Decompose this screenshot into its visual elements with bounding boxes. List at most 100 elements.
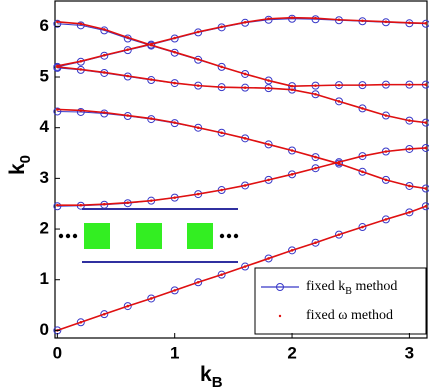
data-point (337, 233, 341, 236)
data-point (149, 199, 153, 202)
band-line (57, 23, 426, 87)
inset-dots (58, 233, 239, 239)
data-point (79, 320, 83, 324)
data-point (264, 175, 273, 184)
data-point (421, 202, 429, 211)
x-axis-label: kB (200, 363, 223, 389)
y-tick-label: 3 (40, 168, 49, 187)
data-point (126, 304, 130, 308)
legend-sub: B (345, 286, 352, 297)
data-point (149, 297, 153, 300)
data-point (102, 111, 106, 114)
inset-diagram (58, 208, 239, 263)
data-point (337, 100, 341, 103)
data-point (173, 81, 176, 85)
data-point (149, 117, 153, 120)
data-point (288, 146, 297, 155)
data-point (264, 140, 273, 149)
data-point (314, 84, 317, 87)
y-axis-label: k0 (6, 155, 34, 175)
data-point (264, 76, 273, 85)
data-point (173, 50, 176, 54)
data-point (196, 126, 200, 129)
data-point (384, 150, 388, 153)
data-point (267, 17, 270, 21)
legend-label: fixed kB method (306, 279, 397, 297)
data-point (241, 134, 250, 143)
data-point (314, 92, 317, 96)
y-tick-label: 5 (40, 66, 49, 85)
data-point (384, 178, 388, 182)
data-point (361, 154, 364, 158)
data-point (196, 84, 200, 87)
data-point (337, 18, 341, 22)
legend: fixed kB method fixed ω method (254, 267, 427, 335)
data-point (358, 167, 367, 176)
y-label-text: k (6, 163, 29, 175)
data-point (173, 121, 176, 124)
y-label-sub: 0 (17, 155, 34, 163)
x-tick-label: 2 (287, 343, 296, 362)
data-point (126, 36, 130, 39)
data-point (126, 114, 130, 117)
inset-square (84, 223, 110, 249)
data-point (311, 153, 320, 162)
inset-square (136, 223, 162, 249)
legend-box (254, 267, 427, 335)
data-point (102, 28, 106, 31)
data-point (288, 170, 297, 179)
data-point (102, 202, 106, 206)
data-point (56, 20, 59, 24)
data-point (53, 107, 62, 116)
data-point (267, 257, 270, 260)
data-point (220, 273, 223, 276)
data-point (361, 170, 364, 174)
data-point (241, 69, 250, 78)
data-point (126, 74, 130, 78)
data-point (102, 53, 106, 57)
data-point (53, 19, 62, 28)
data-point (196, 280, 200, 284)
data-point (267, 86, 270, 90)
data-point (424, 121, 428, 124)
data-point (123, 302, 132, 311)
data-point (196, 30, 200, 34)
data-point (267, 143, 270, 146)
data-point (314, 16, 317, 20)
data-point (56, 203, 59, 207)
data-point (243, 20, 247, 24)
x-tick-label: 3 (405, 343, 414, 362)
data-point (424, 187, 428, 190)
data-point (290, 88, 294, 91)
data-point (290, 16, 294, 20)
data-point (405, 208, 414, 217)
data-point (173, 36, 176, 40)
data-point (173, 196, 176, 199)
data-point (220, 25, 223, 29)
plot-frame (54, 0, 428, 339)
band-curve (57, 147, 426, 207)
data-point (79, 203, 83, 207)
data-point (56, 64, 59, 68)
data-point (149, 43, 153, 47)
legend-marker (278, 314, 282, 318)
data-point (290, 173, 294, 176)
x-label-sub: B (212, 374, 223, 389)
band-line (57, 18, 426, 68)
data-point (76, 107, 85, 116)
data-point (264, 254, 273, 263)
data-point (100, 310, 109, 319)
data-point (384, 83, 388, 86)
data-point (361, 225, 364, 229)
data-point (361, 107, 364, 110)
data-point (217, 62, 226, 71)
data-point (241, 262, 250, 271)
data-point (288, 246, 297, 255)
data-point (290, 249, 294, 252)
data-point (267, 79, 270, 82)
data-point (217, 270, 226, 279)
data-point (314, 166, 317, 170)
data-point (102, 71, 106, 74)
